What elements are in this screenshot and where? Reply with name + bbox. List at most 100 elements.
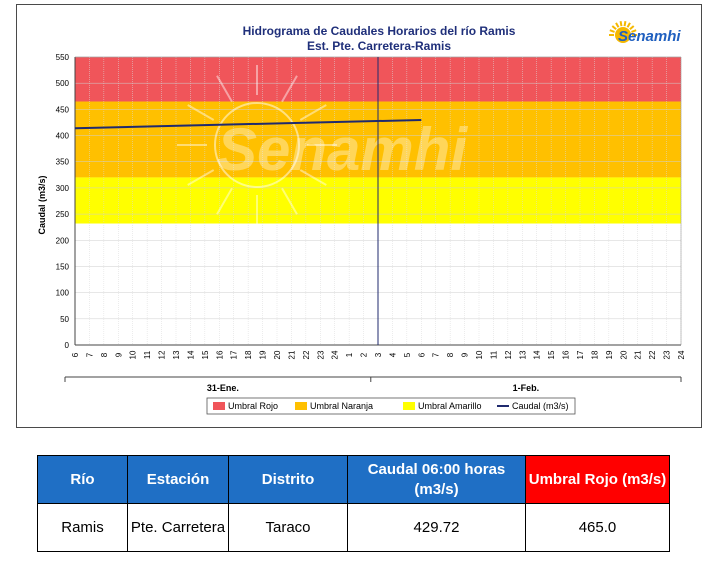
- y-tick-label: 100: [56, 289, 70, 298]
- chart-frame: Senamhi 0 50 100 150 200 250 300 350 400 450 500 55…: [16, 4, 702, 428]
- y-tick-label: 450: [56, 105, 70, 114]
- y-tick-label: 50: [60, 315, 69, 324]
- x-tick-label: 12: [158, 350, 167, 359]
- y-tick-label: 200: [56, 236, 70, 245]
- legend-label: Caudal (m3/s): [512, 401, 569, 411]
- x-tick-label: 24: [677, 350, 686, 359]
- x-tick-label: 11: [489, 350, 498, 359]
- y-tick-label: 500: [56, 79, 70, 88]
- chart-subtitle: Est. Pte. Carretera-Ramis: [307, 39, 451, 53]
- table-row: Ramis Pte. Carretera Taraco 429.72 465.0: [37, 503, 670, 552]
- cell-estacion: Pte. Carretera: [127, 503, 229, 552]
- logo-ray: [629, 25, 635, 30]
- x-tick-label: 16: [215, 350, 224, 359]
- x-tick-label: 19: [259, 350, 268, 359]
- logo-ray: [609, 29, 615, 33]
- legend-swatch: [295, 402, 307, 410]
- watermark-ray: [216, 187, 233, 215]
- x-tick-label: 16: [562, 350, 571, 359]
- watermark-ray: [281, 187, 298, 215]
- table-header-row: Río Estación Distrito Caudal 06:00 horas…: [37, 455, 670, 504]
- x-tick-label: 23: [663, 350, 672, 359]
- logo-text: Senamhi: [618, 28, 681, 45]
- x-tick-label: 5: [403, 352, 412, 357]
- y-tick-label: 0: [65, 341, 70, 350]
- y-tick-label: 300: [56, 184, 70, 193]
- x-tick-label: 18: [590, 350, 599, 359]
- logo-ray: [631, 29, 637, 33]
- x-tick-label: 24: [331, 350, 340, 359]
- logo-ray: [611, 25, 617, 30]
- x-tick-label: 19: [605, 350, 614, 359]
- x-tick-label: 10: [475, 350, 484, 359]
- x-tick-label: 9: [461, 352, 470, 357]
- header-rio: Río: [37, 455, 128, 504]
- x-tick-label: 15: [201, 350, 210, 359]
- x-tick-label: 9: [114, 352, 123, 357]
- x-tick-label: 11: [143, 350, 152, 359]
- x-tick-label: 18: [244, 350, 253, 359]
- watermark-ray: [187, 104, 215, 121]
- x-tick-label: 13: [172, 350, 181, 359]
- x-tick-label: 21: [287, 350, 296, 359]
- cell-rio: Ramis: [37, 503, 128, 552]
- x-tick-label: 7: [432, 352, 441, 357]
- legend-label: Umbral Rojo: [228, 401, 278, 411]
- x-tick-label: 17: [576, 350, 585, 359]
- legend-swatch: [213, 402, 225, 410]
- x-tick-label: 10: [129, 350, 138, 359]
- x-tick-label: 12: [504, 350, 513, 359]
- header-caudal: Caudal 06:00 horas (m3/s): [347, 455, 526, 504]
- logo-ray: [615, 22, 620, 28]
- x-tick-label: 23: [316, 350, 325, 359]
- day-label: 1-Feb.: [513, 383, 540, 393]
- x-tick-label: 6: [417, 352, 426, 357]
- header-estacion: Estación: [127, 455, 229, 504]
- x-tick-label: 14: [186, 350, 195, 359]
- x-tick-label: 8: [446, 352, 455, 357]
- senamhi-logo: Senamhi: [609, 21, 681, 45]
- series: [74, 118, 422, 130]
- x-tick-label: 8: [100, 352, 109, 357]
- x-tick-label: 20: [619, 350, 628, 359]
- watermark-ray: [299, 169, 327, 186]
- cell-umbral-rojo: 465.0: [525, 503, 670, 552]
- header-umbral-rojo: Umbral Rojo (m3/s): [525, 455, 670, 504]
- x-tick-label: 2: [360, 352, 369, 357]
- x-tick-label: 15: [547, 350, 556, 359]
- watermark-ray: [281, 75, 298, 103]
- day-label: 31-Ene.: [207, 383, 239, 393]
- y-tick-label: 550: [56, 53, 70, 62]
- x-tick-label: 14: [533, 350, 542, 359]
- watermark-ray: [187, 169, 215, 186]
- x-tick-label: 20: [273, 350, 282, 359]
- x-tick-label: 6: [71, 352, 80, 357]
- x-tick-label: 17: [230, 350, 239, 359]
- legend-label: Umbral Naranja: [310, 401, 373, 411]
- legend: Umbral Rojo Umbral Naranja Umbral Amarillo…: [206, 397, 576, 415]
- grid: [74, 56, 682, 346]
- logo-ray: [626, 22, 631, 28]
- legend-swatch: [403, 402, 415, 410]
- y-tick-label: 400: [56, 132, 70, 141]
- chart-title: Hidrograma de Caudales Horarios del río …: [243, 24, 516, 38]
- y-axis-label: Caudal (m3/s): [37, 175, 47, 234]
- series-line-caudal: [74, 118, 422, 130]
- y-tick-label: 150: [56, 262, 70, 271]
- header-distrito: Distrito: [228, 455, 348, 504]
- watermark-ray: [299, 104, 327, 121]
- cell-distrito: Taraco: [228, 503, 348, 552]
- x-tick-label: 13: [518, 350, 527, 359]
- chart-svg: Senamhi 05010015020025030035040045050055…: [37, 21, 686, 415]
- y-tick-label: 250: [56, 210, 70, 219]
- watermark-ray: [216, 75, 233, 103]
- logo-ray: [623, 21, 627, 27]
- watermark-text: Senamhi: [217, 116, 468, 183]
- watermark: Senamhi: [177, 65, 468, 225]
- watermark-sun-icon: [214, 102, 300, 188]
- x-tick-label: 4: [388, 352, 397, 357]
- y-tick-label: 350: [56, 158, 70, 167]
- x-tick-label: 1: [345, 352, 354, 357]
- cell-caudal: 429.72: [347, 503, 526, 552]
